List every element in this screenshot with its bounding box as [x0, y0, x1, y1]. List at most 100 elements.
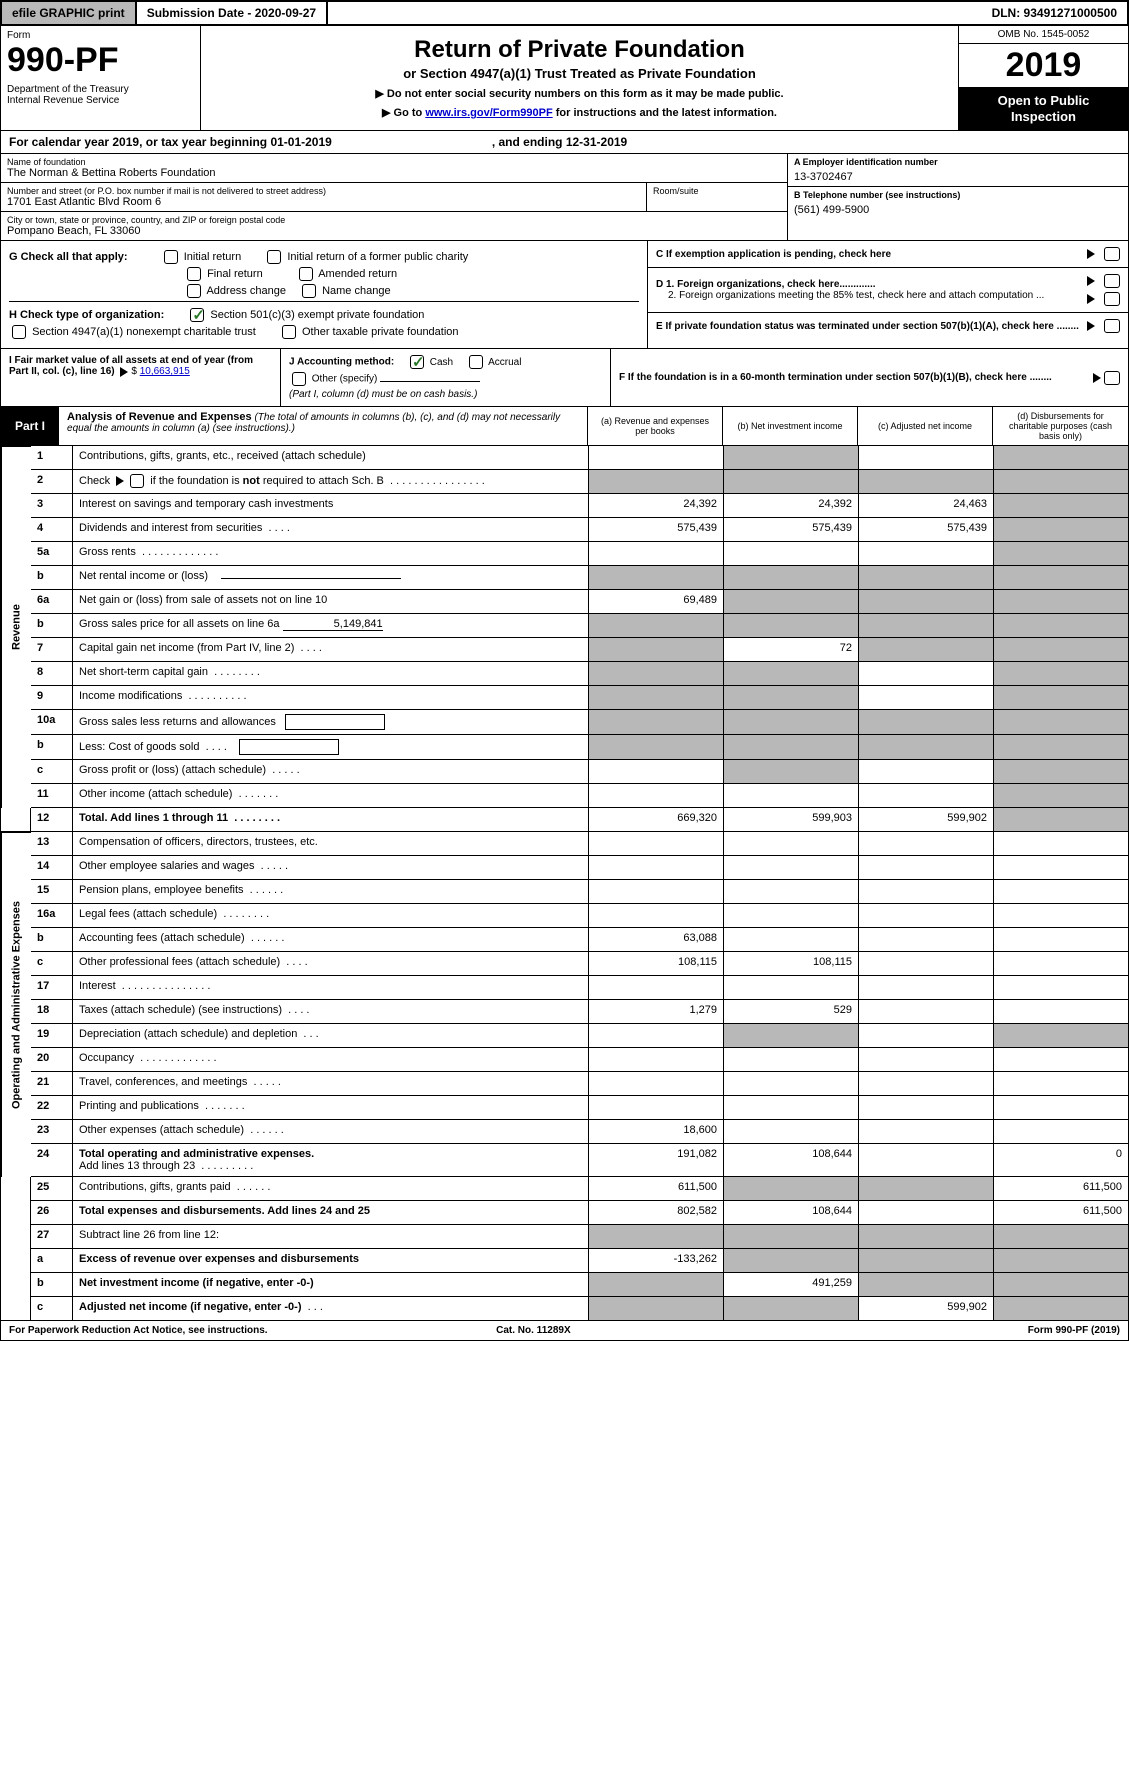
- part1-desc: Analysis of Revenue and Expenses (The to…: [59, 407, 588, 445]
- city-cell: City or town, state or province, country…: [1, 212, 787, 240]
- open-to-public: Open to Public Inspection: [959, 87, 1128, 130]
- form990pf-link[interactable]: www.irs.gov/Form990PF: [425, 107, 552, 119]
- header-center: Return of Private Foundation or Section …: [201, 26, 958, 130]
- part1-header: Part I Analysis of Revenue and Expenses …: [0, 407, 1129, 446]
- r3-c: 24,463: [859, 494, 994, 518]
- initial-return-checkbox[interactable]: [164, 250, 178, 264]
- g-row3: Address change Name change: [184, 284, 639, 298]
- row-22: Printing and publications . . . . . . .: [73, 1096, 589, 1120]
- r24-d: 0: [994, 1144, 1129, 1177]
- form-title: Return of Private Foundation: [211, 36, 948, 64]
- d1-text: D 1. Foreign organizations, check here..…: [656, 279, 876, 290]
- final-return-checkbox[interactable]: [187, 267, 201, 281]
- initial-former-checkbox[interactable]: [267, 250, 281, 264]
- j-label: J Accounting method:: [289, 357, 394, 368]
- part1-table: Revenue 1Contributions, gifts, grants, e…: [0, 446, 1129, 1321]
- g-final: Final return: [207, 268, 263, 280]
- row-10b: Less: Cost of goods sold . . . .: [73, 735, 589, 760]
- f-text: F If the foundation is in a 60-month ter…: [619, 372, 1052, 383]
- row-16b: Accounting fees (attach schedule) . . . …: [73, 928, 589, 952]
- revenue-label: Revenue: [1, 446, 31, 808]
- top-bar: efile GRAPHIC print Submission Date - 20…: [0, 0, 1129, 26]
- check-section: G Check all that apply: Initial return I…: [0, 241, 1129, 349]
- footer-formno: Form 990-PF (2019): [1028, 1325, 1120, 1336]
- check-right: C If exemption application is pending, c…: [648, 241, 1128, 348]
- h-row2: Section 4947(a)(1) nonexempt charitable …: [9, 325, 639, 339]
- r4-b: 575,439: [724, 518, 859, 542]
- d1-checkbox[interactable]: [1104, 274, 1120, 288]
- g-address: Address change: [206, 285, 286, 297]
- ein-cell: A Employer identification number 13-3702…: [788, 154, 1128, 187]
- amended-return-checkbox[interactable]: [299, 267, 313, 281]
- row-25: Contributions, gifts, grants paid . . . …: [73, 1177, 589, 1201]
- department: Department of the Treasury Internal Reve…: [7, 84, 194, 106]
- f-checkbox[interactable]: [1104, 371, 1120, 385]
- row-27b: Net investment income (if negative, ente…: [73, 1273, 589, 1297]
- tax-year: 2019: [959, 44, 1128, 87]
- r4-a: 575,439: [589, 518, 724, 542]
- calyear-begin: For calendar year 2019, or tax year begi…: [9, 135, 332, 149]
- info-left: Name of foundation The Norman & Bettina …: [1, 154, 788, 240]
- row-2: Check if the foundation is not required …: [73, 470, 589, 494]
- f-cell: F If the foundation is in a 60-month ter…: [611, 349, 1128, 406]
- r25-d: 611,500: [994, 1177, 1129, 1201]
- e-checkbox[interactable]: [1104, 319, 1120, 333]
- row-14: Other employee salaries and wages . . . …: [73, 856, 589, 880]
- ijf-row: I Fair market value of all assets at end…: [0, 349, 1129, 407]
- c-checkbox[interactable]: [1104, 247, 1120, 261]
- part1-title: Analysis of Revenue and Expenses: [67, 411, 252, 423]
- address-row: Number and street (or P.O. box number if…: [1, 183, 787, 212]
- r6a-a: 69,489: [589, 590, 724, 614]
- row-3: Interest on savings and temporary cash i…: [73, 494, 589, 518]
- r12-c: 599,902: [859, 808, 994, 832]
- row-15: Pension plans, employee benefits . . . .…: [73, 880, 589, 904]
- city-state-zip: Pompano Beach, FL 33060: [7, 225, 781, 237]
- info-grid: Name of foundation The Norman & Bettina …: [0, 154, 1129, 241]
- h-501c3: Section 501(c)(3) exempt private foundat…: [210, 309, 424, 321]
- r18-b: 529: [724, 1000, 859, 1024]
- r25-a: 611,500: [589, 1177, 724, 1201]
- arrow-icon: [1087, 321, 1095, 331]
- row-5b: Net rental income or (loss): [73, 566, 589, 590]
- telephone-label: B Telephone number (see instructions): [794, 190, 1122, 200]
- j-accrual: Accrual: [488, 357, 521, 368]
- r6b-val: 5,149,841: [283, 618, 383, 631]
- cash-checkbox[interactable]: [410, 355, 424, 369]
- col-c-head: (c) Adjusted net income: [858, 407, 993, 445]
- form-label: Form: [7, 30, 194, 41]
- r24-b: 108,644: [724, 1144, 859, 1177]
- r26-a: 802,582: [589, 1201, 724, 1225]
- 501c3-checkbox[interactable]: [190, 308, 204, 322]
- accrual-checkbox[interactable]: [469, 355, 483, 369]
- other-taxable-checkbox[interactable]: [282, 325, 296, 339]
- omb-number: OMB No. 1545-0052: [959, 26, 1128, 44]
- row-27: Subtract line 26 from line 12:: [73, 1225, 589, 1249]
- r26-b: 108,644: [724, 1201, 859, 1225]
- address-change-checkbox[interactable]: [187, 284, 201, 298]
- form-subtitle: or Section 4947(a)(1) Trust Treated as P…: [211, 66, 948, 81]
- header-right: OMB No. 1545-0052 2019 Open to Public In…: [958, 26, 1128, 130]
- row-27c: Adjusted net income (if negative, enter …: [73, 1297, 589, 1321]
- r3-b: 24,392: [724, 494, 859, 518]
- row-9: Income modifications . . . . . . . . . .: [73, 686, 589, 710]
- r26-d: 611,500: [994, 1201, 1129, 1225]
- d2-checkbox[interactable]: [1104, 292, 1120, 306]
- row-6b: Gross sales price for all assets on line…: [73, 614, 589, 638]
- schb-checkbox[interactable]: [130, 474, 144, 488]
- row-17: Interest . . . . . . . . . . . . . . .: [73, 976, 589, 1000]
- name-change-checkbox[interactable]: [302, 284, 316, 298]
- arrow-icon: [1087, 294, 1095, 304]
- r3-a: 24,392: [589, 494, 724, 518]
- r23-a: 18,600: [589, 1120, 724, 1144]
- other-method-checkbox[interactable]: [292, 372, 306, 386]
- 4947-checkbox[interactable]: [12, 325, 26, 339]
- g-label: G Check all that apply:: [9, 251, 128, 263]
- calendar-year-row: For calendar year 2019, or tax year begi…: [0, 131, 1129, 154]
- arrow-icon: [116, 476, 124, 486]
- efile-print-button[interactable]: efile GRAPHIC print: [2, 2, 137, 24]
- fmv-link[interactable]: 10,663,915: [140, 366, 190, 377]
- row-16c: Other professional fees (attach schedule…: [73, 952, 589, 976]
- row-27a: Excess of revenue over expenses and disb…: [73, 1249, 589, 1273]
- info-right: A Employer identification number 13-3702…: [788, 154, 1128, 240]
- g-amended: Amended return: [318, 268, 397, 280]
